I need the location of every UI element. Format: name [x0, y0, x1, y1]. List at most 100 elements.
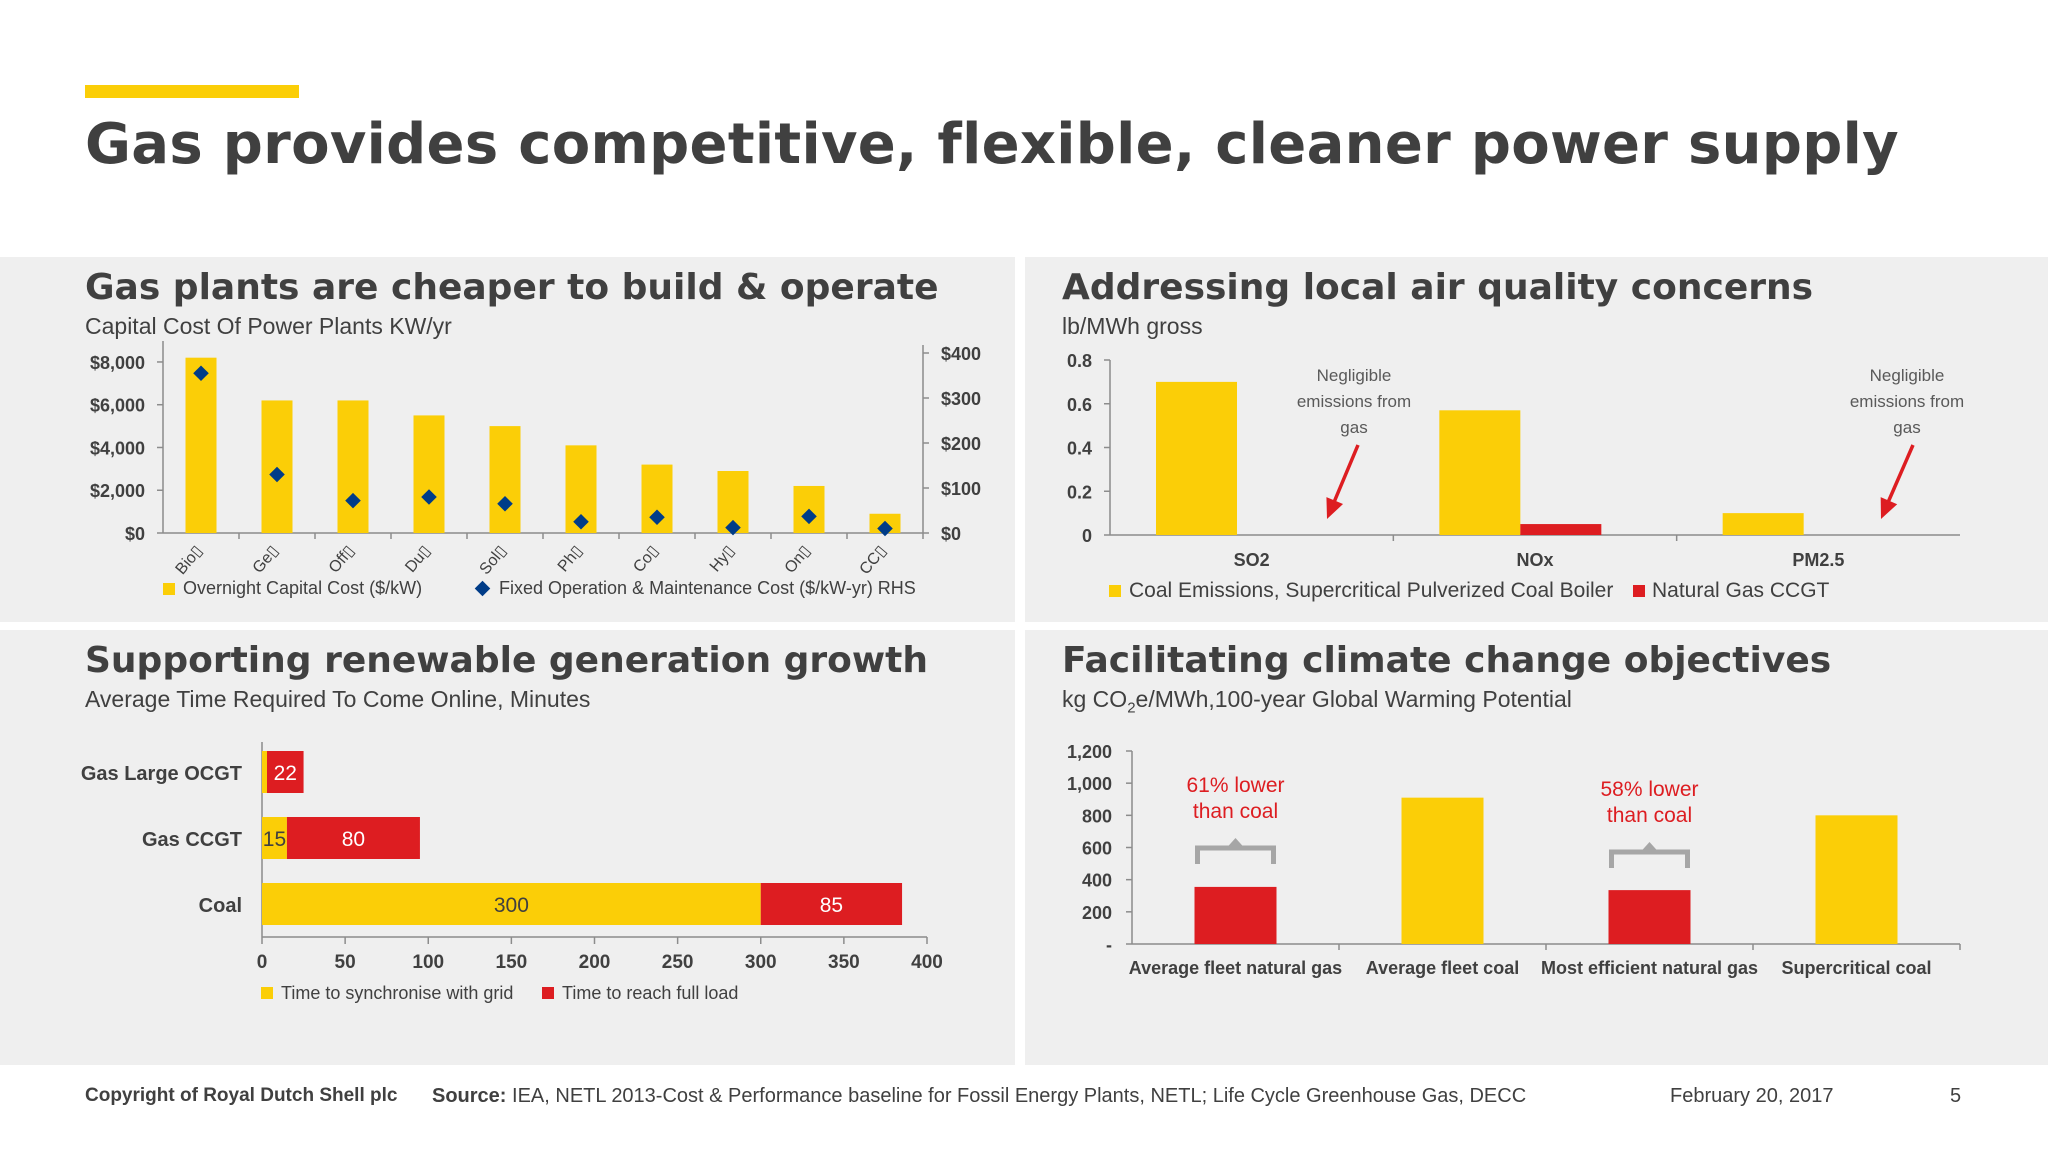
- emissions-bar: [1608, 890, 1691, 944]
- time-bar-segment: [286, 817, 420, 859]
- legend-swatch-gas: [1633, 585, 1645, 597]
- time-bar-segment: [266, 751, 304, 793]
- y-tick-label: $2,000: [90, 481, 145, 501]
- y-tick-label: 0.2: [1067, 482, 1092, 502]
- data-label: 300: [494, 894, 529, 917]
- om-cost-marker: [725, 519, 741, 536]
- y2-tick-label: $300: [941, 389, 981, 409]
- data-label: 85: [820, 894, 843, 917]
- y-tick-label: $4,000: [90, 438, 145, 458]
- annotation-text: emissions from: [1297, 392, 1411, 411]
- emissions-bar: [1815, 815, 1898, 944]
- x-tick-label: Co▯: [630, 543, 662, 576]
- y-tick-label: -: [1106, 935, 1112, 955]
- y-tick-label: $8,000: [90, 353, 145, 373]
- x-tick-label: PM2.5: [1792, 550, 1844, 570]
- time-bar-segment: [262, 883, 761, 925]
- annotation-arrowhead: [1880, 497, 1898, 519]
- y2-tick-label: $0: [941, 524, 961, 544]
- y-tick-label: $0: [125, 524, 145, 544]
- y2-tick-label: $200: [941, 434, 981, 454]
- y-tick-label: Gas Large OCGT: [81, 763, 242, 785]
- data-label: 22: [274, 762, 297, 785]
- x-tick-label: 150: [496, 952, 528, 973]
- source-label: Source:: [432, 1085, 507, 1107]
- x-tick-label: NOx: [1516, 550, 1553, 570]
- air-quality-chart: 0 0.2 0.4 0.6 0.8 SO2 NOx PM2.5 Negligible emissi…: [1067, 351, 1964, 602]
- annotation-text: emissions from: [1850, 392, 1964, 411]
- panel-capital-cost: Gas plants are cheaper to build & operat…: [0, 257, 1015, 622]
- x-tick-label: On▯: [782, 543, 814, 577]
- y-tick-label: 1,200: [1067, 742, 1112, 762]
- x-tick-label: 250: [662, 952, 694, 973]
- x-tick-label: SO2: [1234, 550, 1270, 570]
- annotation-text: than coal: [1193, 800, 1278, 823]
- annotation-bracket: [1609, 849, 1690, 868]
- data-label: 80: [342, 828, 365, 851]
- title-accent-bar: [85, 85, 299, 98]
- annotation-text: than coal: [1607, 804, 1692, 827]
- footer-date: February 20, 2017: [1670, 1085, 1834, 1107]
- panel-subtitle: Average Time Required To Come Online, Mi…: [85, 686, 591, 712]
- x-tick-label: 100: [412, 952, 444, 973]
- panel-title: Addressing local air quality concerns: [1062, 267, 1814, 308]
- renewable-time-chart: 0 50 100 150 200 250 300 350 400 Gas Large OCGT 22…: [81, 742, 943, 1003]
- capital-cost-bar: [337, 400, 369, 533]
- x-tick-label: Most efficient natural gas: [1541, 958, 1758, 978]
- om-cost-marker: [801, 508, 817, 525]
- y-tick-label: 200: [1082, 903, 1112, 923]
- legend-label: Time to synchronise with grid: [281, 983, 513, 1003]
- emission-bar: [1439, 410, 1521, 535]
- x-tick-label: Hy▯: [707, 543, 738, 576]
- emission-bar: [1722, 513, 1804, 535]
- legend-label: Overnight Capital Cost ($/kW): [183, 578, 422, 598]
- y-tick-label: 0.4: [1067, 439, 1092, 459]
- y-tick-label: 0.6: [1067, 395, 1092, 415]
- y2-tick-label: $400: [941, 344, 981, 364]
- y-tick-label: 400: [1082, 871, 1112, 891]
- x-tick-label: 350: [828, 952, 860, 973]
- capital-cost-chart: $0 $2,000 $4,000 $6,000 $8,000 $0 $100 $200 $300…: [90, 341, 981, 598]
- y-tick-label: 0: [1082, 526, 1092, 546]
- x-tick-label: 400: [911, 952, 943, 973]
- source-text: IEA, NETL 2013-Cost & Performance baseli…: [506, 1085, 1527, 1107]
- panel-subtitle: kg CO2e/MWh,100-year Global Warming Pote…: [1062, 686, 1572, 717]
- annotation-arrowhead: [1326, 497, 1344, 519]
- y-tick-label: $6,000: [90, 396, 145, 416]
- footer-source: Source: IEA, NETL 2013-Cost & Performanc…: [432, 1085, 1526, 1108]
- panel-title: Gas plants are cheaper to build & operat…: [85, 267, 939, 308]
- climate-chart: - 200 400 600 800 1,000 1,200 Average fleet nat…: [1067, 742, 1961, 978]
- legend-swatch-sync: [261, 987, 273, 999]
- y2-tick-label: $100: [941, 479, 981, 499]
- annotation-text: gas: [1893, 418, 1920, 437]
- y-tick-label: Gas CCGT: [142, 829, 242, 851]
- legend-swatch-fullload: [542, 987, 554, 999]
- legend-swatch-capital: [163, 583, 175, 595]
- capital-cost-bar: [489, 426, 521, 533]
- annotation-text: 61% lower: [1186, 774, 1284, 797]
- x-tick-label: Average fleet coal: [1366, 958, 1519, 978]
- panel-subtitle: Capital Cost Of Power Plants KW/yr: [85, 313, 452, 339]
- panel-subtitle: lb/MWh gross: [1062, 313, 1203, 339]
- x-tick-label: Ge▯: [250, 543, 282, 577]
- emissions-bar: [1194, 886, 1277, 944]
- panel-title: Supporting renewable generation growth: [85, 640, 928, 681]
- capital-cost-bar: [185, 357, 217, 533]
- annotation-arrow: [1884, 444, 1915, 508]
- x-tick-label: 300: [745, 952, 777, 973]
- panel-title: Facilitating climate change objectives: [1062, 640, 1832, 681]
- legend-label: Coal Emissions, Supercritical Pulverized…: [1129, 579, 1613, 602]
- legend-label: Fixed Operation & Maintenance Cost ($/kW…: [499, 578, 916, 598]
- legend-label: Time to reach full load: [562, 983, 738, 1003]
- panel-renewable-growth: Supporting renewable generation growth A…: [0, 630, 1015, 1065]
- time-bar-segment: [262, 817, 287, 859]
- data-label: 15: [263, 828, 286, 851]
- annotation-bracket-tip: [1226, 838, 1245, 848]
- x-tick-label: CC▯: [857, 543, 891, 578]
- footer-page-number: 5: [1950, 1085, 1962, 1107]
- x-tick-label: Du▯: [402, 543, 434, 576]
- footer-copyright: Copyright of Royal Dutch Shell plc: [85, 1085, 398, 1106]
- x-tick-label: Sol▯: [477, 543, 511, 578]
- x-tick-label: 0: [257, 952, 268, 973]
- y-tick-label: 1,000: [1067, 774, 1112, 794]
